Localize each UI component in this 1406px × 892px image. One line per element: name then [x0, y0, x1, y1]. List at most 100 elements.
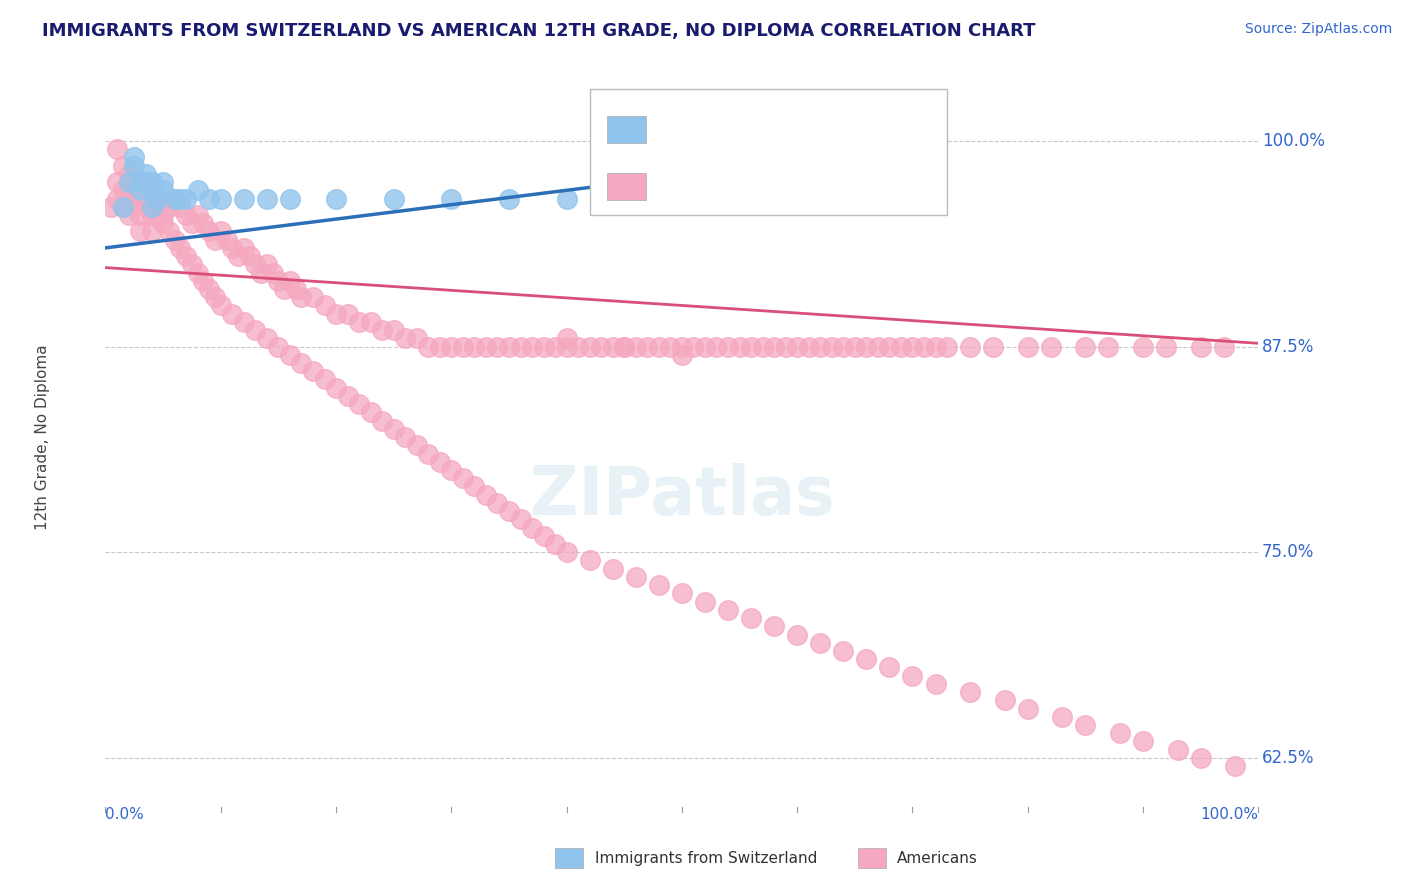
Point	[302, 290, 325, 304]
Point	[498, 504, 520, 518]
Point	[163, 192, 186, 206]
Text: R = -0.128   N = 178: R = -0.128 N = 178	[659, 178, 865, 195]
Point	[924, 340, 946, 354]
Point	[336, 389, 359, 403]
Point	[141, 183, 163, 197]
Point	[1074, 340, 1097, 354]
Point	[728, 340, 751, 354]
Point	[209, 224, 232, 238]
Point	[360, 405, 382, 419]
Point	[135, 183, 157, 197]
Point	[959, 685, 981, 699]
Text: R =  0.441   N =  30: R = 0.441 N = 30	[659, 120, 856, 139]
Point	[740, 340, 762, 354]
Point	[440, 340, 463, 354]
Point	[256, 331, 278, 345]
Point	[624, 340, 647, 354]
Point	[141, 192, 163, 206]
Point	[498, 340, 520, 354]
Point	[1167, 742, 1189, 756]
Point	[693, 340, 716, 354]
Text: 0.0%: 0.0%	[105, 807, 145, 822]
Point	[129, 183, 152, 197]
Point	[959, 340, 981, 354]
Point	[129, 183, 152, 197]
Point	[163, 192, 186, 206]
Point	[278, 348, 301, 362]
Point	[786, 340, 808, 354]
Point	[636, 340, 658, 354]
Point	[486, 340, 509, 354]
Point	[325, 381, 347, 395]
Text: Immigrants from Switzerland: Immigrants from Switzerland	[595, 851, 817, 865]
Point	[187, 266, 209, 280]
Point	[405, 331, 427, 345]
Point	[146, 192, 169, 206]
Point	[174, 208, 197, 222]
Point	[146, 208, 169, 222]
Point	[555, 340, 578, 354]
Point	[382, 422, 405, 436]
Point	[180, 257, 204, 271]
Point	[808, 636, 831, 650]
Point	[763, 619, 786, 633]
Point	[591, 340, 613, 354]
Point	[912, 340, 935, 354]
Point	[117, 192, 139, 206]
Point	[262, 266, 284, 280]
Point	[129, 175, 152, 189]
Point	[693, 594, 716, 608]
Point	[169, 241, 191, 255]
Point	[124, 183, 146, 197]
Point	[602, 340, 624, 354]
Point	[152, 208, 174, 222]
Point	[124, 175, 146, 189]
Point	[533, 340, 555, 354]
Point	[174, 192, 197, 206]
Point	[129, 175, 152, 189]
Point	[105, 142, 128, 156]
Point	[256, 257, 278, 271]
Point	[717, 340, 740, 354]
Point	[463, 479, 485, 493]
Point	[232, 241, 254, 255]
Point	[152, 192, 174, 206]
Point	[180, 216, 204, 230]
Point	[141, 224, 163, 238]
Point	[751, 340, 773, 354]
Point	[314, 372, 336, 386]
Point	[135, 167, 157, 181]
Point	[890, 340, 912, 354]
Point	[302, 364, 325, 378]
Point	[717, 603, 740, 617]
Text: 87.5%: 87.5%	[1261, 337, 1315, 356]
Point	[117, 175, 139, 189]
Point	[232, 315, 254, 329]
Point	[141, 208, 163, 222]
Point	[250, 266, 273, 280]
Point	[226, 249, 249, 263]
Text: 75.0%: 75.0%	[1261, 543, 1315, 561]
Point	[901, 668, 924, 682]
Point	[245, 257, 267, 271]
Point	[193, 216, 215, 230]
Point	[267, 340, 290, 354]
Point	[555, 545, 578, 559]
Point	[117, 175, 139, 189]
Point	[152, 216, 174, 230]
Point	[152, 183, 174, 197]
Point	[429, 340, 451, 354]
Point	[659, 340, 682, 354]
Point	[786, 627, 808, 641]
Point	[135, 175, 157, 189]
Point	[475, 340, 498, 354]
Point	[146, 208, 169, 222]
Point	[418, 340, 440, 354]
Text: 62.5%: 62.5%	[1261, 749, 1315, 767]
Point	[141, 175, 163, 189]
Point	[314, 298, 336, 312]
Point	[273, 282, 295, 296]
Point	[193, 274, 215, 288]
Point	[290, 356, 312, 370]
Point	[256, 192, 278, 206]
